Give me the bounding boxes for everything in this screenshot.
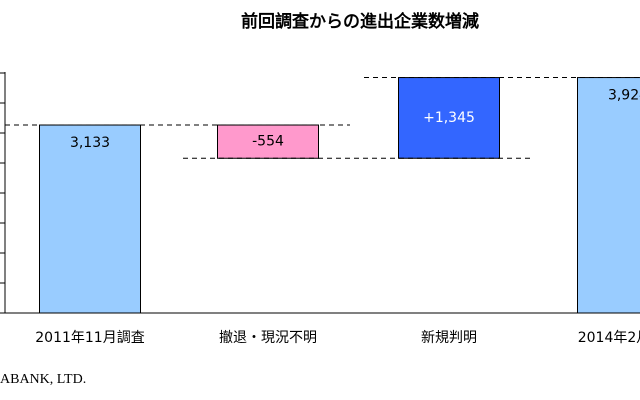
value-label: -554 — [252, 134, 284, 150]
bar — [39, 124, 141, 314]
x-tick-label: 2014年2月調査 — [578, 330, 640, 346]
bar — [577, 77, 640, 314]
value-label: 3,133 — [70, 135, 110, 151]
value-label: +1,345 — [423, 110, 475, 126]
bar — [398, 77, 500, 159]
x-tick-label: 新規判明 — [421, 330, 477, 346]
source: ABANK, LTD. — [0, 372, 86, 387]
x-tick-label: 撤退・現況不明 — [219, 330, 317, 346]
value-label: 3,924 — [608, 88, 640, 104]
chart-title: 前回調査からの進出企業数増減 — [241, 11, 479, 32]
bar — [217, 124, 319, 159]
x-tick-label: 2011年11月調査 — [35, 330, 144, 346]
